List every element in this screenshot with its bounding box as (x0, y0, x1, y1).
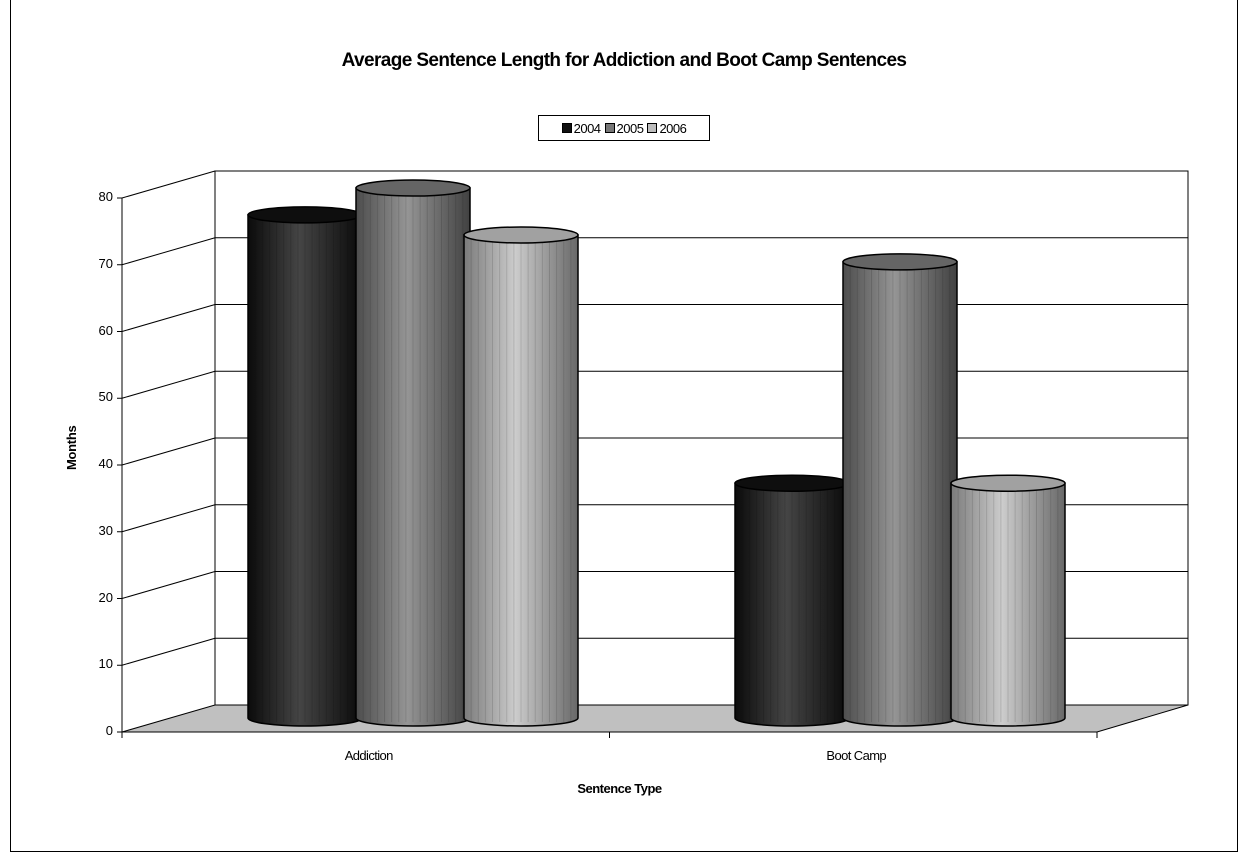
legend: 2004 2005 2006 (538, 115, 710, 141)
y-tick-label: 50 (98, 389, 113, 405)
side-wall-line (121, 437, 216, 466)
y-axis-title: Months (64, 425, 79, 470)
side-wall-line (121, 504, 216, 533)
legend-swatch-2004 (561, 123, 572, 133)
side-wall-line (121, 304, 216, 332)
side-wall-line (121, 571, 216, 599)
side-wall-line (121, 170, 216, 199)
y-tick-label: 0 (105, 723, 113, 738)
y-tick-label: 10 (98, 656, 113, 672)
bar-2006-addiction (463, 234, 579, 727)
bar-top-2004-boot-camp (734, 474, 850, 492)
legend-swatch-2005 (604, 123, 615, 133)
y-tick-label: 60 (98, 322, 113, 338)
x-axis-title: Sentence Type (577, 781, 662, 796)
legend-label-2004: 2004 (573, 120, 601, 136)
side-wall-line (121, 370, 216, 399)
legend-label-2006: 2006 (659, 120, 687, 136)
y-tick-label: 30 (98, 522, 113, 538)
y-tick-label: 80 (98, 189, 113, 204)
legend-label-2005: 2005 (616, 120, 644, 136)
y-tick-label: 20 (98, 589, 113, 605)
bar-top-2004-addiction (247, 206, 363, 224)
bar-top-2005-addiction (355, 179, 471, 197)
legend-swatch-2006 (647, 123, 658, 133)
side-wall-line (121, 237, 216, 266)
x-category-label: Addiction (344, 748, 394, 763)
bar-top-2005-boot-camp (842, 253, 958, 271)
side-wall-line (121, 637, 216, 666)
legend-item-2006: 2006 (647, 120, 687, 136)
legend-item-2005: 2005 (604, 120, 644, 136)
legend-item-2004: 2004 (561, 120, 601, 136)
x-category-label: Boot Camp (826, 748, 887, 763)
bar-top-2006-boot-camp (950, 474, 1066, 492)
bar-top-2006-addiction (463, 226, 579, 244)
bar-2006-boot-camp (950, 482, 1066, 727)
y-tick-label: 40 (98, 456, 113, 471)
y-tick-label: 70 (98, 255, 113, 271)
chart-title: Average Sentence Length for Addiction an… (341, 50, 907, 71)
